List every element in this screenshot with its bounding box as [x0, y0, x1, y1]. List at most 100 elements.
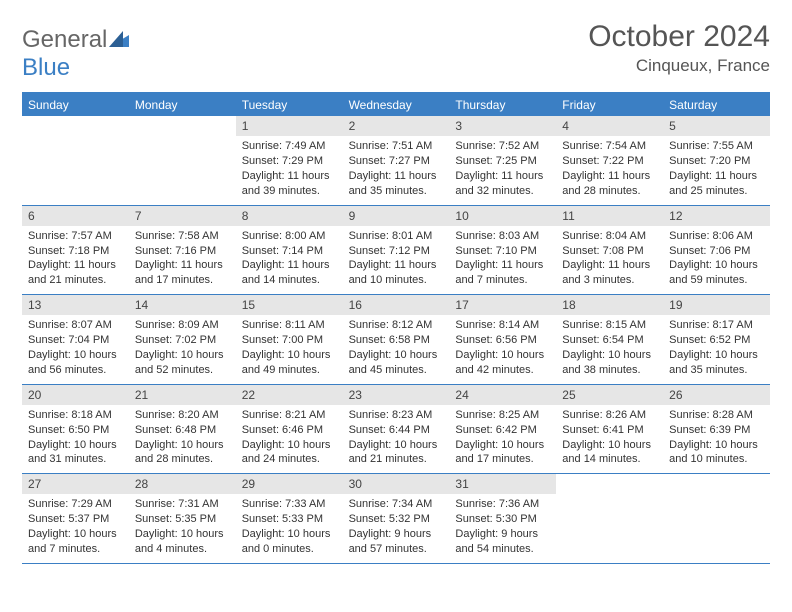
day-details: Sunrise: 7:52 AMSunset: 7:25 PMDaylight:…: [449, 136, 556, 204]
day-number: 18: [556, 295, 663, 315]
day-number: 10: [449, 206, 556, 226]
calendar-week-row: 20Sunrise: 8:18 AMSunset: 6:50 PMDayligh…: [22, 385, 770, 475]
sunrise-line: Sunrise: 8:09 AM: [135, 318, 230, 333]
day-details: Sunrise: 8:20 AMSunset: 6:48 PMDaylight:…: [129, 405, 236, 473]
day-details: Sunrise: 8:06 AMSunset: 7:06 PMDaylight:…: [663, 226, 770, 294]
calendar-day-cell: 1Sunrise: 7:49 AMSunset: 7:29 PMDaylight…: [236, 116, 343, 205]
day-details: Sunrise: 8:23 AMSunset: 6:44 PMDaylight:…: [343, 405, 450, 473]
day-number: 29: [236, 474, 343, 494]
weekday-header-row: Sunday Monday Tuesday Wednesday Thursday…: [22, 94, 770, 116]
day-details: Sunrise: 7:29 AMSunset: 5:37 PMDaylight:…: [22, 494, 129, 562]
daylight-line: Daylight: 11 hours and 14 minutes.: [242, 258, 337, 288]
calendar-day-cell: 30Sunrise: 7:34 AMSunset: 5:32 PMDayligh…: [343, 474, 450, 563]
sunset-line: Sunset: 7:02 PM: [135, 333, 230, 348]
calendar-day-cell: [556, 474, 663, 563]
daylight-line: Daylight: 11 hours and 17 minutes.: [135, 258, 230, 288]
sunrise-line: Sunrise: 8:18 AM: [28, 408, 123, 423]
daylight-line: Daylight: 10 hours and 10 minutes.: [669, 438, 764, 468]
sunrise-line: Sunrise: 8:17 AM: [669, 318, 764, 333]
sunset-line: Sunset: 6:41 PM: [562, 423, 657, 438]
calendar-day-cell: 2Sunrise: 7:51 AMSunset: 7:27 PMDaylight…: [343, 116, 450, 205]
sunrise-line: Sunrise: 7:31 AM: [135, 497, 230, 512]
calendar-day-cell: [22, 116, 129, 205]
day-details: Sunrise: 7:31 AMSunset: 5:35 PMDaylight:…: [129, 494, 236, 562]
day-number: 21: [129, 385, 236, 405]
sunset-line: Sunset: 6:56 PM: [455, 333, 550, 348]
calendar-day-cell: [663, 474, 770, 563]
daylight-line: Daylight: 10 hours and 31 minutes.: [28, 438, 123, 468]
sunset-line: Sunset: 7:27 PM: [349, 154, 444, 169]
calendar-day-cell: 9Sunrise: 8:01 AMSunset: 7:12 PMDaylight…: [343, 206, 450, 295]
day-details: Sunrise: 8:26 AMSunset: 6:41 PMDaylight:…: [556, 405, 663, 473]
calendar: Sunday Monday Tuesday Wednesday Thursday…: [22, 92, 770, 564]
daylight-line: Daylight: 9 hours and 54 minutes.: [455, 527, 550, 557]
calendar-day-cell: 20Sunrise: 8:18 AMSunset: 6:50 PMDayligh…: [22, 385, 129, 474]
calendar-day-cell: 19Sunrise: 8:17 AMSunset: 6:52 PMDayligh…: [663, 295, 770, 384]
sunset-line: Sunset: 7:04 PM: [28, 333, 123, 348]
calendar-day-cell: 26Sunrise: 8:28 AMSunset: 6:39 PMDayligh…: [663, 385, 770, 474]
weekday-header: Tuesday: [236, 94, 343, 116]
day-details: Sunrise: 7:55 AMSunset: 7:20 PMDaylight:…: [663, 136, 770, 204]
day-details: Sunrise: 8:28 AMSunset: 6:39 PMDaylight:…: [663, 405, 770, 473]
sunset-line: Sunset: 7:16 PM: [135, 244, 230, 259]
calendar-day-cell: 7Sunrise: 7:58 AMSunset: 7:16 PMDaylight…: [129, 206, 236, 295]
day-number: 5: [663, 116, 770, 136]
daylight-line: Daylight: 10 hours and 7 minutes.: [28, 527, 123, 557]
calendar-day-cell: 5Sunrise: 7:55 AMSunset: 7:20 PMDaylight…: [663, 116, 770, 205]
sunset-line: Sunset: 7:20 PM: [669, 154, 764, 169]
calendar-day-cell: 28Sunrise: 7:31 AMSunset: 5:35 PMDayligh…: [129, 474, 236, 563]
day-number: 24: [449, 385, 556, 405]
calendar-day-cell: 27Sunrise: 7:29 AMSunset: 5:37 PMDayligh…: [22, 474, 129, 563]
day-number: 1: [236, 116, 343, 136]
day-details: Sunrise: 8:04 AMSunset: 7:08 PMDaylight:…: [556, 226, 663, 294]
calendar-day-cell: 23Sunrise: 8:23 AMSunset: 6:44 PMDayligh…: [343, 385, 450, 474]
day-number: 15: [236, 295, 343, 315]
daylight-line: Daylight: 10 hours and 14 minutes.: [562, 438, 657, 468]
sunset-line: Sunset: 5:30 PM: [455, 512, 550, 527]
calendar-day-cell: 10Sunrise: 8:03 AMSunset: 7:10 PMDayligh…: [449, 206, 556, 295]
day-number: 4: [556, 116, 663, 136]
calendar-week-row: 1Sunrise: 7:49 AMSunset: 7:29 PMDaylight…: [22, 116, 770, 206]
sunrise-line: Sunrise: 8:15 AM: [562, 318, 657, 333]
sunrise-line: Sunrise: 8:07 AM: [28, 318, 123, 333]
sunrise-line: Sunrise: 7:51 AM: [349, 139, 444, 154]
weekday-header: Sunday: [22, 94, 129, 116]
sunrise-line: Sunrise: 8:01 AM: [349, 229, 444, 244]
sunrise-line: Sunrise: 7:54 AM: [562, 139, 657, 154]
sunset-line: Sunset: 7:12 PM: [349, 244, 444, 259]
calendar-day-cell: 24Sunrise: 8:25 AMSunset: 6:42 PMDayligh…: [449, 385, 556, 474]
calendar-day-cell: 8Sunrise: 8:00 AMSunset: 7:14 PMDaylight…: [236, 206, 343, 295]
sunrise-line: Sunrise: 7:55 AM: [669, 139, 764, 154]
day-details: Sunrise: 7:33 AMSunset: 5:33 PMDaylight:…: [236, 494, 343, 562]
calendar-week-row: 27Sunrise: 7:29 AMSunset: 5:37 PMDayligh…: [22, 474, 770, 564]
day-details: Sunrise: 8:15 AMSunset: 6:54 PMDaylight:…: [556, 315, 663, 383]
calendar-day-cell: 17Sunrise: 8:14 AMSunset: 6:56 PMDayligh…: [449, 295, 556, 384]
calendar-day-cell: 16Sunrise: 8:12 AMSunset: 6:58 PMDayligh…: [343, 295, 450, 384]
sunset-line: Sunset: 7:25 PM: [455, 154, 550, 169]
sunset-line: Sunset: 6:44 PM: [349, 423, 444, 438]
day-number: 17: [449, 295, 556, 315]
sunrise-line: Sunrise: 8:03 AM: [455, 229, 550, 244]
weeks-container: 1Sunrise: 7:49 AMSunset: 7:29 PMDaylight…: [22, 116, 770, 564]
sunset-line: Sunset: 5:32 PM: [349, 512, 444, 527]
daylight-line: Daylight: 11 hours and 32 minutes.: [455, 169, 550, 199]
sunrise-line: Sunrise: 8:26 AM: [562, 408, 657, 423]
sunrise-line: Sunrise: 8:28 AM: [669, 408, 764, 423]
daylight-line: Daylight: 10 hours and 59 minutes.: [669, 258, 764, 288]
sunset-line: Sunset: 6:48 PM: [135, 423, 230, 438]
calendar-day-cell: 14Sunrise: 8:09 AMSunset: 7:02 PMDayligh…: [129, 295, 236, 384]
daylight-line: Daylight: 10 hours and 24 minutes.: [242, 438, 337, 468]
day-number: 12: [663, 206, 770, 226]
logo: GeneralBlue: [22, 26, 129, 82]
sunrise-line: Sunrise: 8:11 AM: [242, 318, 337, 333]
sunset-line: Sunset: 7:06 PM: [669, 244, 764, 259]
weekday-header: Thursday: [449, 94, 556, 116]
day-number: 6: [22, 206, 129, 226]
calendar-day-cell: 15Sunrise: 8:11 AMSunset: 7:00 PMDayligh…: [236, 295, 343, 384]
day-details: Sunrise: 7:36 AMSunset: 5:30 PMDaylight:…: [449, 494, 556, 562]
page-title: October 2024: [588, 20, 770, 54]
day-details: Sunrise: 7:49 AMSunset: 7:29 PMDaylight:…: [236, 136, 343, 204]
header: GeneralBlue October 2024 Cinqueux, Franc…: [22, 20, 770, 82]
day-details: Sunrise: 8:21 AMSunset: 6:46 PMDaylight:…: [236, 405, 343, 473]
sunset-line: Sunset: 6:52 PM: [669, 333, 764, 348]
